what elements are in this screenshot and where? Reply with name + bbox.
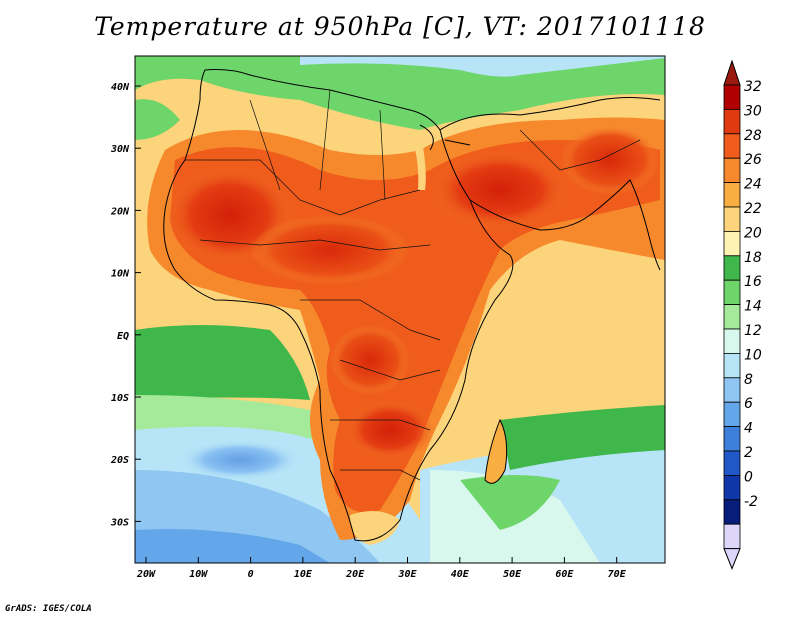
- colorbar-label: 26: [744, 152, 762, 168]
- colorbar-bottom-cap: [723, 548, 741, 570]
- colorbar-label: 10: [744, 347, 762, 363]
- x-tick-label: 20W: [136, 569, 156, 580]
- colorbar-box: [723, 157, 741, 183]
- colorbar-label: 24: [744, 177, 762, 193]
- y-tick-label: 30S: [110, 517, 129, 528]
- x-tick-label: 10W: [189, 569, 208, 580]
- colorbar-label: 18: [744, 250, 762, 266]
- colorbar-box: [723, 279, 741, 306]
- colorbar-label: 32: [744, 79, 762, 95]
- colorbar-label: 30: [744, 103, 762, 119]
- colorbar-label: -2: [744, 494, 758, 510]
- y-tick-label: 20N: [110, 206, 130, 217]
- plot-frame: [134, 55, 666, 564]
- x-tick-label: 40E: [451, 569, 470, 580]
- colorbar-label: 20: [744, 225, 762, 241]
- colorbar-label: 2: [744, 445, 753, 461]
- y-tick-label: 10S: [111, 393, 129, 404]
- colorbar-label: 12: [744, 323, 762, 339]
- plot-fill: [135, 56, 665, 563]
- colorbar-box: [723, 230, 741, 257]
- colorbar-label: 16: [744, 274, 762, 290]
- colorbar-label: 28: [744, 128, 762, 144]
- colorbar-box: [723, 499, 741, 525]
- colorbar-box: [723, 523, 741, 550]
- colorbar-box: [723, 304, 741, 330]
- colorbar-box: [723, 450, 741, 476]
- colorbar-label: 0: [744, 469, 753, 485]
- colorbar-box: [723, 401, 741, 428]
- colorbar-box: [723, 133, 741, 159]
- colorbar-label: 22: [744, 201, 762, 217]
- x-tick-label: 20E: [345, 569, 365, 580]
- colorbar-box: [723, 206, 741, 232]
- y-tick-label: 20S: [110, 455, 129, 466]
- colorbar-label: 8: [744, 372, 753, 388]
- colorbar-box: [723, 426, 741, 452]
- colorbar-box: [723, 255, 741, 281]
- x-tick-label: 70E: [608, 569, 627, 580]
- y-tick-label: 40N: [111, 82, 130, 93]
- x-tick-label: 50E: [503, 569, 522, 580]
- x-tick-label: 0: [248, 569, 254, 580]
- colorbar-box: [723, 377, 741, 403]
- colorbar-label: 14: [744, 299, 762, 315]
- colorbar-box: [723, 352, 741, 379]
- colorbar-box: [723, 474, 741, 501]
- x-axis-ticks: 20W 10W 0 10E 20E 30E 40E 50E 60E 70E: [136, 557, 627, 580]
- y-tick-label: EQ: [117, 331, 129, 342]
- country-borders: [185, 89, 641, 481]
- x-tick-label: 60E: [555, 569, 574, 580]
- x-tick-label: 10E: [294, 569, 313, 580]
- chart-title: Temperature at 950hPa [C], VT: 201710111…: [94, 12, 706, 41]
- footer-credit: GrADS: IGES/COLA: [5, 604, 92, 614]
- colorbar-box: [723, 182, 741, 208]
- colorbar-label: 4: [744, 421, 753, 437]
- y-tick-label: 30N: [110, 144, 130, 155]
- colorbar-top-cap: [723, 59, 741, 86]
- colorbar-label: 6: [744, 396, 753, 412]
- colorbar-box: [723, 328, 741, 354]
- colorbar-box: [723, 109, 741, 135]
- coastlines: [163, 69, 661, 542]
- y-tick-label: 10N: [111, 269, 130, 280]
- colorbar-box: [723, 84, 741, 110]
- x-tick-label: 30E: [397, 569, 417, 580]
- y-axis-ticks: 40N 30N 20N 10N EQ 10S 20S 30S: [110, 82, 141, 528]
